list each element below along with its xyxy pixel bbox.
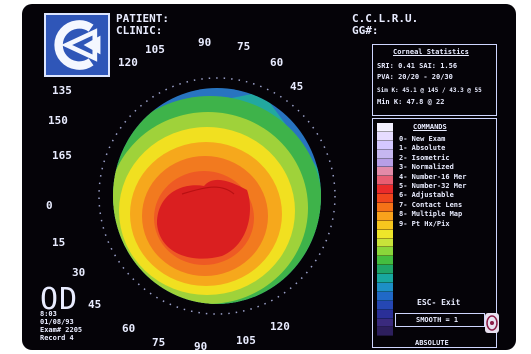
scale-swatch — [377, 158, 393, 168]
eye-indicator: OD — [40, 282, 79, 317]
stats-sim-k: Sim K: 45.1 @ 145 / 43.3 @ 55 — [377, 87, 482, 94]
exam-record: Record 4 — [40, 334, 74, 342]
scale-swatch — [377, 265, 393, 275]
smooth-box[interactable]: SMOOTH = 1 — [395, 313, 485, 327]
scale-swatch — [377, 238, 393, 248]
command-item[interactable]: 3- Normalized — [399, 163, 454, 172]
meridian-label: 135 — [52, 84, 72, 97]
command-item[interactable]: 9- Pt Hx/Pix — [399, 219, 450, 228]
scale-swatch — [377, 274, 393, 284]
scale-swatch — [377, 211, 393, 221]
scale-swatch — [377, 167, 393, 177]
clinic-logo — [44, 13, 110, 77]
clinic-label: CLINIC: — [116, 24, 163, 37]
esc-exit-command[interactable]: ESC- Exit — [417, 298, 461, 307]
color-scale — [377, 123, 393, 337]
scale-swatch — [377, 300, 393, 310]
topography-screen: PATIENT: CLINIC: C.C.L.R.U. GG#: Corneal… — [22, 4, 516, 350]
meridian-label: 150 — [48, 114, 68, 127]
command-item[interactable]: 8- Multiple Map — [399, 210, 463, 219]
corneal-statistics-box: Corneal Statistics SRI: 0.41 SAI: 1.56 P… — [372, 44, 497, 116]
stats-min-k: Min K: 47.8 @ 22 — [377, 98, 445, 106]
command-item[interactable]: 1- Absolute — [399, 144, 446, 153]
clinic-code: GG#: — [352, 24, 379, 37]
topography-map — [98, 77, 336, 315]
scale-swatch — [377, 203, 393, 212]
exam-number: Exam# 2205 — [40, 326, 83, 334]
meridian-label: 90 — [194, 340, 208, 350]
meridian-label: 0 — [46, 199, 53, 212]
commands-title: COMMANDS — [413, 123, 447, 131]
meridian-label: 15 — [52, 236, 66, 249]
eye-icon — [485, 313, 499, 333]
meridian-label: 120 — [118, 56, 138, 69]
stats-pva: PVA: 20/20 - 20/30 — [377, 73, 453, 81]
map-contour-line — [181, 186, 235, 195]
patient-label: PATIENT: — [116, 12, 169, 25]
meridian-label: 75 — [237, 40, 251, 53]
map-zone-red — [157, 179, 251, 259]
scale-swatch — [377, 229, 393, 239]
scale-swatch — [377, 176, 393, 186]
meridian-label: 45 — [290, 80, 304, 93]
meridian-label: 30 — [72, 266, 86, 279]
command-panel: COMMANDS 0- New Exam 1- Absolute 2- Isomet… — [372, 118, 499, 348]
scale-swatch — [377, 194, 393, 204]
command-item[interactable]: 6- Adjustable — [399, 191, 454, 200]
exam-date: 01/08/93 — [40, 318, 74, 326]
stats-sri-sai: SRI: 0.41 SAI: 1.56 — [377, 62, 458, 70]
meridian-label: 75 — [152, 336, 166, 349]
meridian-label: 60 — [270, 56, 284, 69]
smooth-value: SMOOTH = 1 — [416, 316, 459, 324]
command-item[interactable]: 2- Isometric — [399, 153, 450, 162]
meridian-ring — [98, 77, 336, 315]
scale-swatch — [377, 318, 393, 328]
meridian-label: 105 — [145, 43, 165, 56]
command-item[interactable]: 0- New Exam — [399, 135, 446, 143]
absolute-mode-label: ABSOLUTE — [415, 339, 449, 347]
meridian-label: 60 — [122, 322, 136, 335]
meridian-label: 45 — [88, 298, 102, 311]
scale-swatch — [377, 185, 393, 195]
scale-swatch — [377, 283, 393, 292]
clinic-name: C.C.L.R.U. — [352, 12, 419, 25]
scale-swatch — [377, 140, 393, 150]
meridian-label: 165 — [52, 149, 72, 162]
scale-swatch — [377, 309, 393, 319]
exam-time: 8:03 — [40, 310, 57, 318]
meridian-label: 90 — [198, 36, 212, 49]
stats-title: Corneal Statistics — [393, 48, 469, 56]
scale-swatch — [377, 256, 393, 266]
scale-swatch — [377, 149, 393, 159]
scale-swatch — [377, 247, 393, 257]
scale-swatch — [377, 327, 393, 337]
scale-swatch — [377, 123, 393, 132]
command-item[interactable]: 7- Contact Lens — [399, 200, 463, 209]
scale-swatch — [377, 220, 393, 230]
scale-swatch — [377, 131, 393, 141]
meridian-label: 105 — [236, 334, 256, 347]
command-item[interactable]: 4- Number-16 Mer — [399, 172, 467, 181]
scale-swatch — [377, 291, 393, 301]
command-item[interactable]: 5- Number-32 Mer — [399, 182, 467, 190]
meridian-label: 120 — [270, 320, 290, 333]
